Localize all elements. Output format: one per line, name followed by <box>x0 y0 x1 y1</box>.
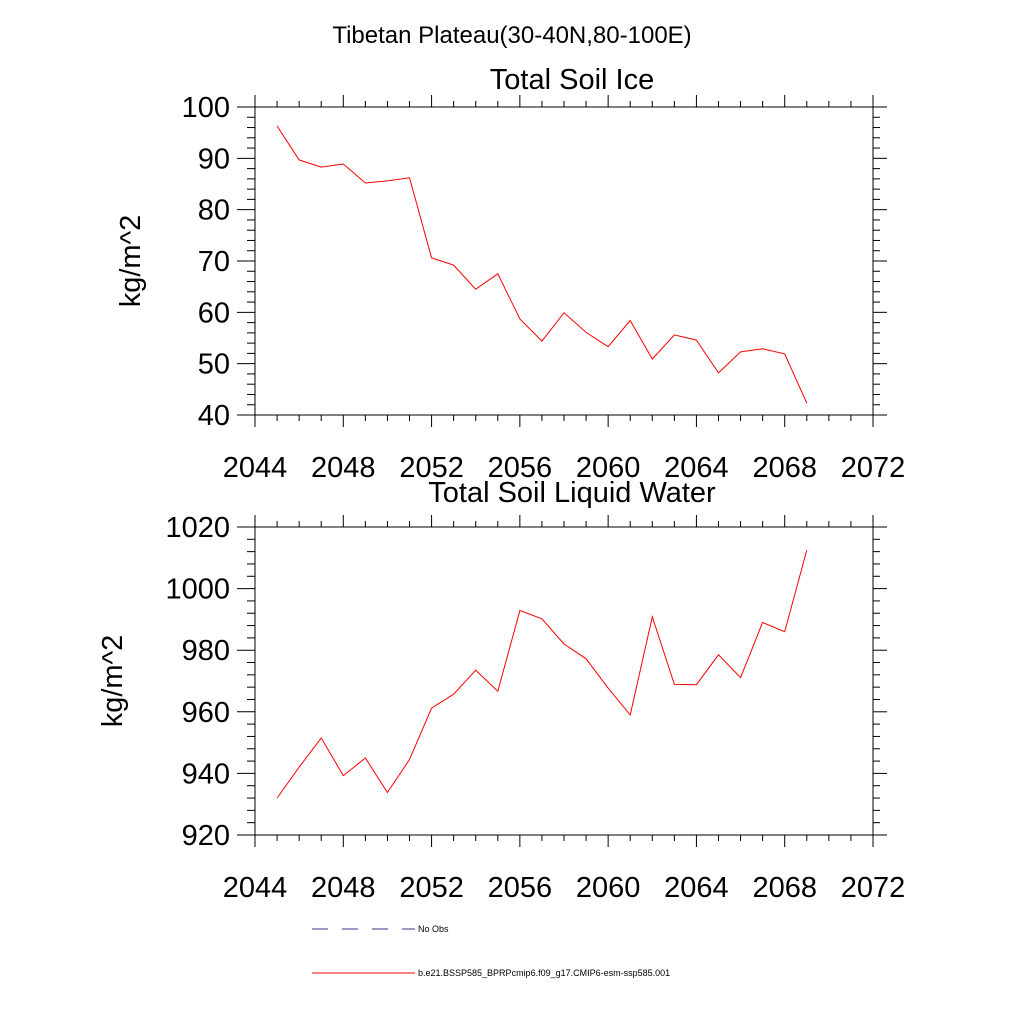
x-tick-label: 2052 <box>399 452 464 484</box>
x-tick-label: 2056 <box>488 452 553 484</box>
x-tick-label: 2068 <box>752 872 817 904</box>
y-tick-label: 940 <box>182 758 230 790</box>
y-tick-label: 80 <box>198 195 230 227</box>
y-axis-label: kg/m^2 <box>115 215 147 308</box>
soil-ice-panel: Total Soil Ice kg/m^2 2044 2048 2052 2056 2060… <box>115 64 905 484</box>
plot-frame <box>254 526 874 836</box>
y-tick-label: 1020 <box>165 512 230 544</box>
y-tick-label: 980 <box>182 635 230 667</box>
y-tick-label: 960 <box>182 697 230 729</box>
y-tick-label: 920 <box>182 820 230 852</box>
x-tick-label: 2064 <box>664 872 729 904</box>
x-tick-label: 2052 <box>399 872 464 904</box>
y-tick-label: 100 <box>182 92 230 124</box>
legend: No Obs b.e21.BSSP585_BPRPcmip6.f09_g17.CM… <box>312 924 670 978</box>
series-line <box>276 549 808 799</box>
series-line <box>276 125 808 404</box>
x-tick-label: 2044 <box>223 452 288 484</box>
x-tick-label: 2060 <box>576 452 641 484</box>
legend-label: b.e21.BSSP585_BPRPcmip6.f09_g17.CMIP6-es… <box>418 968 670 978</box>
x-tick-label: 2056 <box>488 872 553 904</box>
x-tick-label: 2048 <box>311 872 376 904</box>
x-tick-label: 2072 <box>841 872 906 904</box>
legend-label: No Obs <box>418 924 449 934</box>
y-tick-label: 60 <box>198 297 230 329</box>
plot-frame <box>254 106 874 416</box>
x-tick-label: 2060 <box>576 872 641 904</box>
figure-title: Tibetan Plateau(30-40N,80-100E) <box>332 22 691 49</box>
panel-title: Total Soil Ice <box>490 64 654 96</box>
x-tick-label: 2068 <box>752 452 817 484</box>
panel-title: Total Soil Liquid Water <box>428 477 716 509</box>
y-tick-label: 1000 <box>165 574 230 606</box>
x-tick-label: 2064 <box>664 452 729 484</box>
x-tick-label: 2048 <box>311 452 376 484</box>
y-tick-label: 50 <box>198 349 230 381</box>
x-tick-label: 2072 <box>841 452 906 484</box>
y-tick-label: 70 <box>198 246 230 278</box>
soil-liquid-water-panel: Total Soil Liquid Water kg/m^2 2044 2048 205… <box>97 477 905 904</box>
y-tick-label: 90 <box>198 143 230 175</box>
x-tick-label: 2044 <box>223 872 288 904</box>
y-tick-label: 40 <box>198 400 230 432</box>
y-axis-label: kg/m^2 <box>97 635 129 728</box>
